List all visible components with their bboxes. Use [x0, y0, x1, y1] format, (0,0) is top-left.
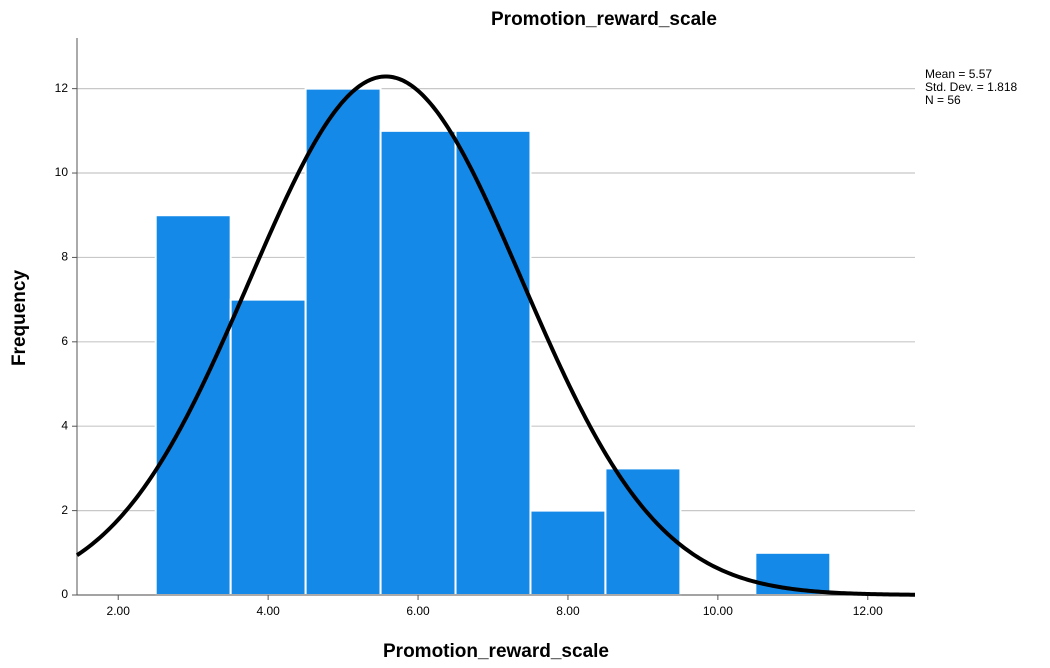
x-tick-label: 12.00 — [853, 604, 883, 618]
bar — [304, 87, 382, 597]
stat-std-dev: Std. Dev. = 1.818 — [925, 80, 1017, 94]
y-tick-label: 12 — [55, 81, 69, 95]
bar — [454, 129, 532, 596]
stat-n: N = 56 — [925, 93, 961, 107]
y-tick-label: 10 — [55, 165, 69, 179]
x-tick-label: 2.00 — [107, 604, 131, 618]
y-tick-label: 0 — [61, 587, 68, 601]
x-tick-label: 4.00 — [256, 604, 280, 618]
normal-curve — [75, 74, 916, 597]
y-tick-label: 6 — [61, 334, 68, 348]
bar — [379, 129, 457, 596]
x-tick-label: 8.00 — [556, 604, 580, 618]
y-tick-label: 4 — [61, 418, 68, 432]
x-axis-label: Promotion_reward_scale — [383, 641, 609, 662]
bar — [229, 298, 307, 596]
y-axis-label: Frequency — [9, 270, 30, 367]
y-tick-label: 2 — [61, 503, 68, 517]
x-tick-label: 6.00 — [406, 604, 430, 618]
bar — [529, 509, 607, 596]
bar — [604, 467, 682, 596]
stat-mean: Mean = 5.57 — [925, 67, 992, 81]
x-tick-label: 10.00 — [703, 604, 733, 618]
chart-title: Promotion_reward_scale — [491, 9, 717, 30]
y-tick-label: 8 — [61, 250, 68, 264]
